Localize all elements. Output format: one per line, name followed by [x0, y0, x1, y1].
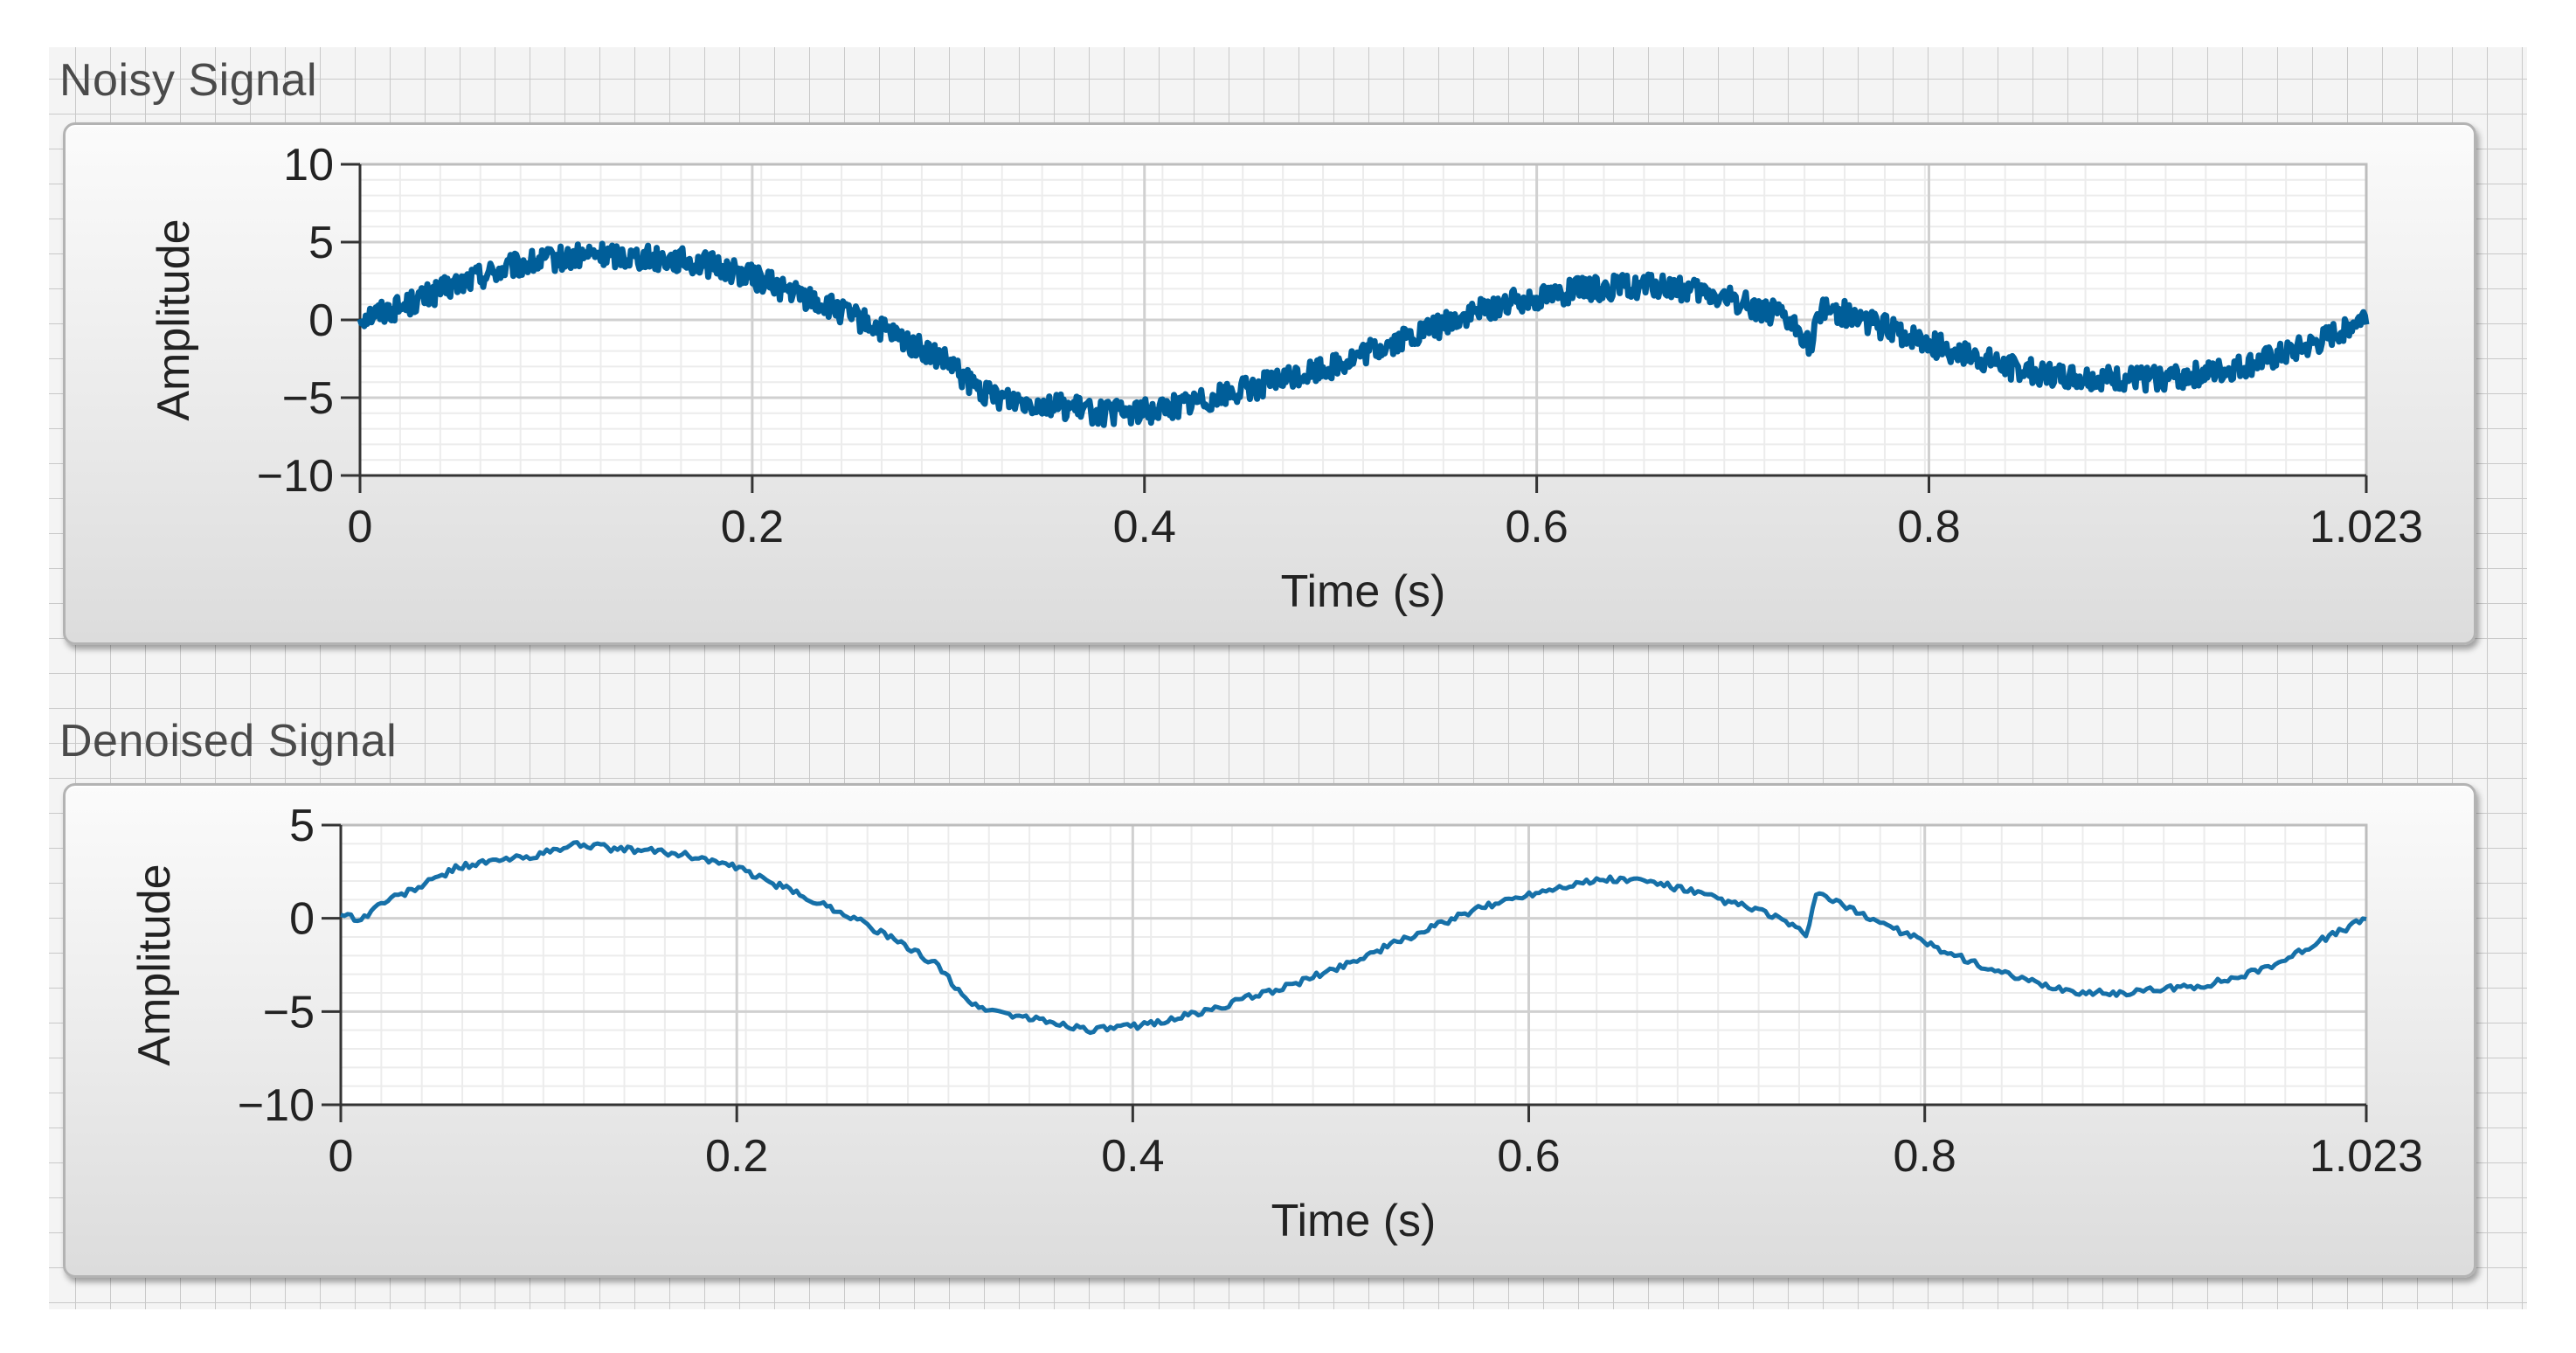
- y-tick-label: 5: [308, 218, 334, 268]
- x-axis-title: Time (s): [1281, 566, 1446, 617]
- x-tick-label: 0: [348, 502, 373, 552]
- y-tick-label: −5: [282, 373, 334, 424]
- y-tick-label: −10: [257, 451, 334, 502]
- x-tick-label: 1.023: [2309, 502, 2423, 552]
- y-axis-title: Amplitude: [149, 219, 199, 420]
- x-axis-title: Time (s): [1271, 1196, 1437, 1246]
- x-tick-label: 0: [329, 1131, 354, 1182]
- x-tick-label: 0.8: [1897, 502, 1960, 552]
- x-tick-label: 0.4: [1101, 1131, 1164, 1182]
- y-tick-label: 5: [289, 801, 315, 851]
- y-axis-title: Amplitude: [129, 864, 180, 1065]
- denoised-signal-label: Denoised Signal: [59, 716, 398, 767]
- y-tick-label: 0: [308, 295, 334, 346]
- x-tick-label: 0.6: [1497, 1131, 1560, 1182]
- y-tick-label: −10: [238, 1080, 315, 1131]
- x-tick-label: 0.2: [705, 1131, 768, 1182]
- denoised-signal-trace: [340, 840, 2367, 1036]
- x-tick-label: 0.4: [1113, 502, 1176, 552]
- y-tick-label: 10: [283, 140, 334, 191]
- x-tick-label: 0.2: [721, 502, 784, 552]
- noisy-signal-label: Noisy Signal: [59, 55, 318, 106]
- y-tick-label: 0: [289, 894, 315, 945]
- x-tick-label: 1.023: [2309, 1131, 2423, 1182]
- x-tick-label: 0.6: [1505, 502, 1568, 552]
- x-tick-label: 0.8: [1894, 1131, 1956, 1182]
- noisy-signal-trace: [357, 240, 2370, 428]
- y-tick-label: −5: [263, 987, 315, 1037]
